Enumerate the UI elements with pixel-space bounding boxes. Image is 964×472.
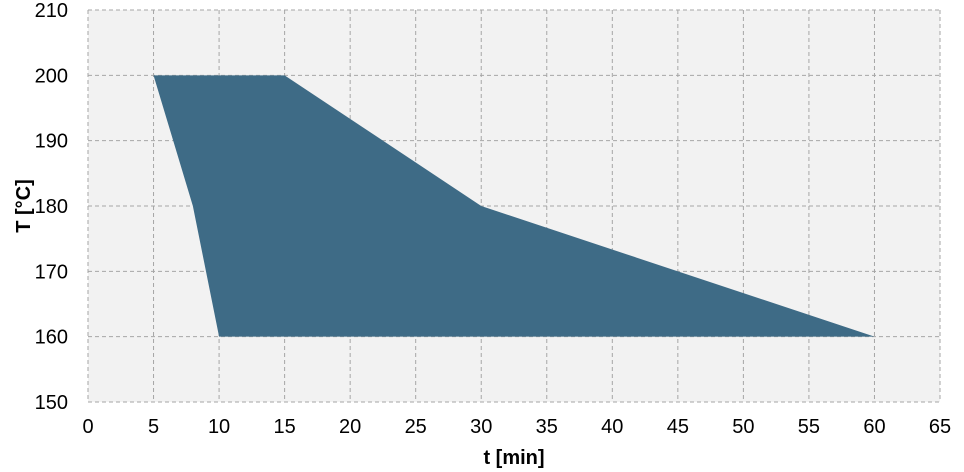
x-tick-label: 20 xyxy=(339,416,361,438)
x-tick-label: 60 xyxy=(863,416,885,438)
y-tick-label: 150 xyxy=(35,392,68,414)
y-tick-labels: 150 160 170 180 190 200 210 xyxy=(35,0,68,414)
x-tick-label: 40 xyxy=(601,416,623,438)
x-tick-label: 45 xyxy=(667,416,689,438)
x-tick-label: 65 xyxy=(929,416,951,438)
x-tick-label: 25 xyxy=(405,416,427,438)
data-area-layer xyxy=(153,75,875,337)
y-tick-label: 170 xyxy=(35,261,68,283)
y-tick-label: 160 xyxy=(35,327,68,349)
y-tick-label: 180 xyxy=(35,196,68,218)
x-tick-label: 35 xyxy=(536,416,558,438)
x-tick-label: 15 xyxy=(273,416,295,438)
y-tick-label: 200 xyxy=(35,65,68,87)
x-tick-label: 0 xyxy=(82,416,93,438)
x-tick-labels: 0 5 10 15 20 25 30 35 40 45 50 55 60 65 xyxy=(82,416,951,438)
x-tick-label: 50 xyxy=(732,416,754,438)
y-axis-title: T [°C] xyxy=(13,179,35,233)
x-tick-label: 10 xyxy=(208,416,230,438)
x-tick-label: 5 xyxy=(148,416,159,438)
x-tick-label: 55 xyxy=(798,416,820,438)
x-tick-label: 30 xyxy=(470,416,492,438)
x-axis-title: t [min] xyxy=(483,447,544,469)
y-tick-label: 190 xyxy=(35,131,68,153)
y-tick-label: 210 xyxy=(35,0,68,22)
data-area xyxy=(153,75,875,337)
